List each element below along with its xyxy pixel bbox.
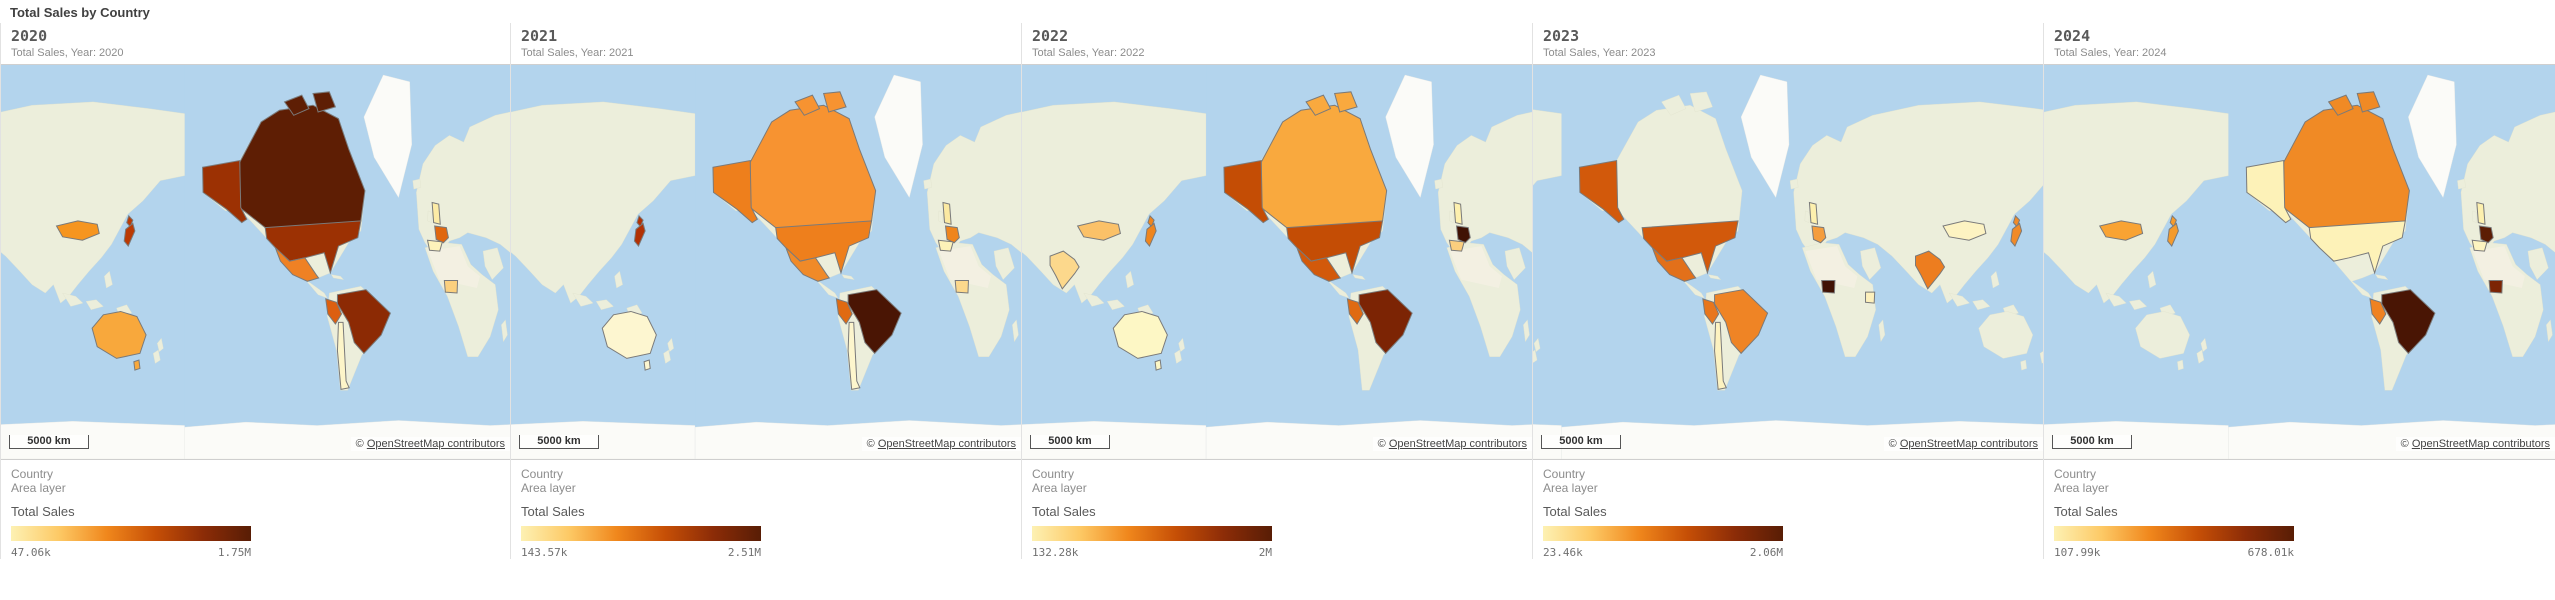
panel-header: 2022 Total Sales, Year: 2022 [1022,23,1532,64]
legend-min-value: 47.06k [11,546,51,559]
legend-measure-title: Total Sales [11,504,75,519]
map-scale-bar: 5000 km [9,435,89,449]
legend-range: 132.28k 2M [1032,546,1272,559]
panel-title: 2020 [11,27,48,45]
map-attribution: © OpenStreetMap contributors [350,437,510,451]
legend-min-value: 143.57k [521,546,568,559]
legend-layer-label: Area layer [11,481,66,495]
map-panel-2024: 2024 Total Sales, Year: 2024 [2044,23,2555,559]
legend-dimension-label: Country [1032,467,1075,481]
osm-attribution-link[interactable]: OpenStreetMap contributors [1388,438,1527,450]
legend-layer-label: Area layer [521,481,576,495]
map-panel-2022: 2022 Total Sales, Year: 2022 [1022,23,1533,559]
panel-subtitle: Total Sales, Year: 2024 [2054,47,2167,59]
legend-layer-label: Area layer [1032,481,1087,495]
panel-subtitle: Total Sales, Year: 2021 [521,47,634,59]
map-scale-bar: 5000 km [1030,435,1110,449]
map-legend: Country Area layer Total Sales 143.57k 2… [511,460,1021,559]
color-gradient-bar [11,526,251,541]
color-gradient-bar [521,526,761,541]
copyright-symbol: © [866,438,875,450]
panel-title: 2024 [2054,27,2091,45]
panel-title: 2022 [1032,27,1069,45]
legend-dimension-label: Country [521,467,564,481]
map-legend: Country Area layer Total Sales 107.99k 6… [2044,460,2555,559]
world-map-canvas[interactable] [1533,65,2043,459]
color-gradient-bar [1543,526,1783,541]
legend-layer-label: Area layer [2054,481,2109,495]
panel-title: 2023 [1543,27,1580,45]
copyright-symbol: © [355,438,364,450]
map-attribution: © OpenStreetMap contributors [861,437,1021,451]
map-legend: Country Area layer Total Sales 47.06k 1.… [1,460,510,559]
panel-subtitle: Total Sales, Year: 2020 [11,47,124,59]
panel-subtitle: Total Sales, Year: 2023 [1543,47,1656,59]
legend-measure-title: Total Sales [521,504,585,519]
legend-layer-label: Area layer [1543,481,1598,495]
osm-attribution-link[interactable]: OpenStreetMap contributors [877,438,1016,450]
legend-measure-title: Total Sales [1032,504,1096,519]
legend-min-value: 107.99k [2054,546,2101,559]
map-panels-row: 2020 Total Sales, Year: 2020 [0,23,2555,559]
legend-dimension-label: Country [2054,467,2097,481]
copyright-symbol: © [1377,438,1386,450]
legend-range: 107.99k 678.01k [2054,546,2294,559]
choropleth-map[interactable]: 5000 km © OpenStreetMap contributors [1,64,510,460]
panel-header: 2021 Total Sales, Year: 2021 [511,23,1021,64]
map-legend: Country Area layer Total Sales 23.46k 2.… [1533,460,2043,559]
panel-header: 2024 Total Sales, Year: 2024 [2044,23,2555,64]
map-scale-bar: 5000 km [519,435,599,449]
legend-range: 23.46k 2.06M [1543,546,1783,559]
choropleth-map[interactable]: 5000 km © OpenStreetMap contributors [1533,64,2043,460]
map-legend: Country Area layer Total Sales 132.28k 2… [1022,460,1532,559]
map-scale-bar: 5000 km [1541,435,1621,449]
legend-range: 47.06k 1.75M [11,546,251,559]
osm-attribution-link[interactable]: OpenStreetMap contributors [1899,438,2038,450]
legend-min-value: 23.46k [1543,546,1583,559]
panel-subtitle: Total Sales, Year: 2022 [1032,47,1145,59]
legend-max-value: 1.75M [217,546,251,559]
choropleth-map[interactable]: 5000 km © OpenStreetMap contributors [1022,64,1532,460]
panel-header: 2020 Total Sales, Year: 2020 [1,23,510,64]
map-panel-2020: 2020 Total Sales, Year: 2020 [0,23,511,559]
legend-measure-title: Total Sales [1543,504,1607,519]
color-gradient-bar [1032,526,1272,541]
legend-range: 143.57k 2.51M [521,546,761,559]
map-attribution: © OpenStreetMap contributors [1372,437,1532,451]
legend-min-value: 132.28k [1032,546,1079,559]
legend-max-value: 2.51M [727,546,761,559]
world-map-canvas[interactable] [2044,65,2555,459]
legend-dimension-label: Country [1543,467,1586,481]
choropleth-map[interactable]: 5000 km © OpenStreetMap contributors [511,64,1021,460]
world-map-canvas[interactable] [1,65,510,459]
legend-max-value: 2.06M [1749,546,1783,559]
map-scale-bar: 5000 km [2052,435,2132,449]
map-panel-2021: 2021 Total Sales, Year: 2021 [511,23,1022,559]
map-attribution: © OpenStreetMap contributors [2395,437,2555,451]
legend-measure-title: Total Sales [2054,504,2118,519]
legend-max-value: 678.01k [2247,546,2294,559]
osm-attribution-link[interactable]: OpenStreetMap contributors [2411,438,2550,450]
world-map-canvas[interactable] [1022,65,1532,459]
color-gradient-bar [2054,526,2294,541]
copyright-symbol: © [1888,438,1897,450]
world-map-canvas[interactable] [511,65,1021,459]
legend-dimension-label: Country [11,467,54,481]
choropleth-map[interactable]: 5000 km © OpenStreetMap contributors [2044,64,2555,460]
map-attribution: © OpenStreetMap contributors [1883,437,2043,451]
map-panel-2023: 2023 Total Sales, Year: 2023 [1533,23,2044,559]
page-title: Total Sales by Country [10,5,150,20]
legend-max-value: 2M [1258,546,1272,559]
copyright-symbol: © [2400,438,2409,450]
panel-title: 2021 [521,27,558,45]
panel-header: 2023 Total Sales, Year: 2023 [1533,23,2043,64]
osm-attribution-link[interactable]: OpenStreetMap contributors [366,438,505,450]
